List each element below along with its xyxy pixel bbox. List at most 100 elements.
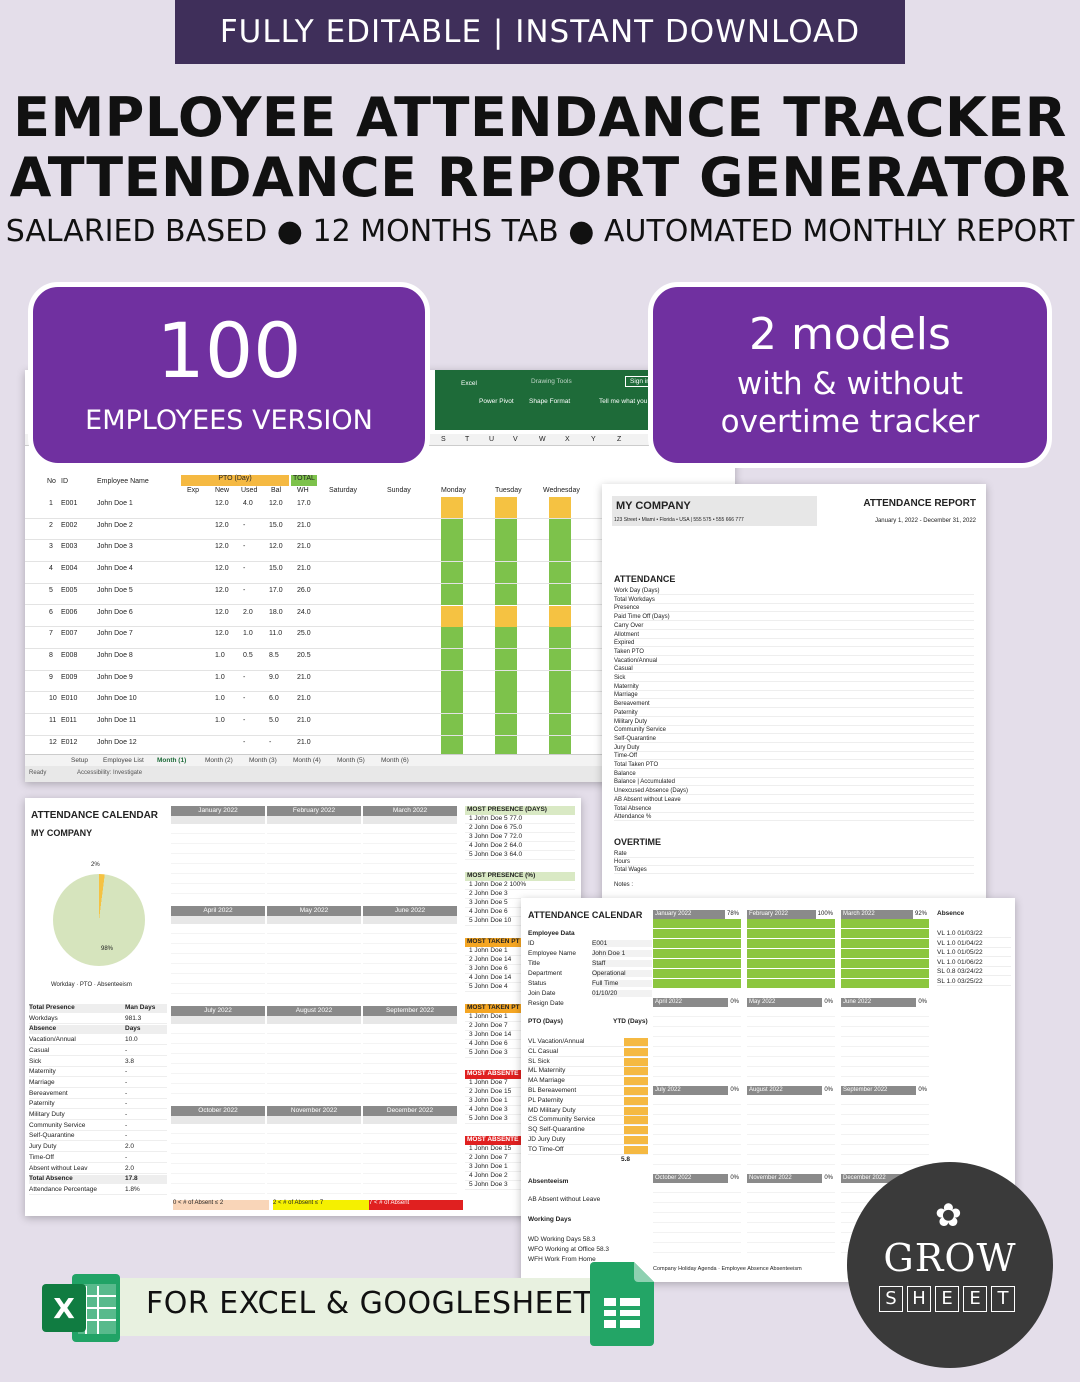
days-grid[interactable] <box>171 824 265 894</box>
table-row[interactable]: 8 E008 John Doe 8 1.0 0.5 8.5 20.5 <box>25 648 735 671</box>
cell-no[interactable]: 6 <box>49 608 53 616</box>
cell-new[interactable]: 12.0 <box>215 586 229 594</box>
status-accessibility[interactable]: Accessibility: Investigate <box>77 770 143 776</box>
cell-name[interactable]: John Doe 11 <box>97 717 137 724</box>
cell-bal[interactable]: 12.0 <box>269 500 283 507</box>
cell-used[interactable]: 2.0 <box>243 608 253 616</box>
cell-id[interactable]: E012 <box>61 738 78 746</box>
tab-month-3[interactable]: Month (3) <box>249 757 277 764</box>
field-value[interactable]: Full Time <box>592 980 652 987</box>
cell-new[interactable]: 12.0 <box>215 521 229 529</box>
day-cell[interactable] <box>495 518 517 540</box>
col-v[interactable]: V <box>513 436 518 443</box>
cell-name[interactable]: John Doe 12 <box>97 738 137 746</box>
col-z[interactable]: Z <box>617 436 622 443</box>
cell-no[interactable]: 2 <box>49 521 53 529</box>
day-cell[interactable] <box>549 497 571 518</box>
cell-new[interactable]: 12.0 <box>215 630 229 638</box>
days-grid[interactable] <box>653 919 741 989</box>
cell-name[interactable]: John Doe 8 <box>97 651 133 659</box>
cell-id[interactable]: E007 <box>61 630 78 638</box>
tab-month-6[interactable]: Month (6) <box>381 757 409 764</box>
cell-no[interactable]: 7 <box>49 630 53 638</box>
cell-bal[interactable]: 6.0 <box>269 695 279 703</box>
cell-new[interactable]: 12.0 <box>215 608 229 616</box>
cell-name[interactable]: John Doe 4 <box>97 565 133 573</box>
day-cell[interactable] <box>441 583 463 605</box>
day-cell[interactable] <box>549 583 571 605</box>
days-grid[interactable] <box>171 924 265 994</box>
field-value[interactable]: John Doe 1 <box>592 950 652 957</box>
cell-id[interactable]: E011 <box>61 717 77 724</box>
table-row[interactable]: 3 E003 John Doe 3 12.0 - 12.0 21.0 <box>25 540 735 563</box>
cell-new[interactable]: 1.0 <box>215 717 225 724</box>
cell-no[interactable]: 4 <box>49 565 53 573</box>
table-row[interactable]: 1 E001 John Doe 1 12.0 4.0 12.0 17.0 <box>25 497 735 519</box>
day-cell[interactable] <box>495 692 517 714</box>
cell-used[interactable]: 0.5 <box>243 651 253 659</box>
days-grid[interactable] <box>841 919 929 989</box>
cell-wh[interactable]: 21.0 <box>297 695 311 703</box>
tab-employee-list[interactable]: Employee List <box>103 757 144 764</box>
col-y[interactable]: Y <box>591 436 596 443</box>
days-grid[interactable] <box>267 1124 361 1194</box>
cell-name[interactable]: John Doe 10 <box>97 695 137 703</box>
tell-me-search[interactable]: Tell me what you want <box>599 398 663 405</box>
field-value[interactable]: Operational <box>592 970 652 977</box>
cell-used[interactable]: 1.0 <box>243 630 253 638</box>
cell-id[interactable]: E001 <box>61 500 78 507</box>
col-u[interactable]: U <box>489 436 495 443</box>
cell-used[interactable]: - <box>243 738 246 746</box>
day-cell[interactable] <box>549 562 571 584</box>
cell-id[interactable]: E005 <box>61 586 78 594</box>
day-cell[interactable] <box>441 497 463 518</box>
cell-no[interactable]: 10 <box>49 695 57 703</box>
day-cell[interactable] <box>495 562 517 584</box>
table-row[interactable]: 9 E009 John Doe 9 1.0 - 9.0 21.0 <box>25 670 735 693</box>
tab-month-2[interactable]: Month (2) <box>205 757 233 764</box>
cell-name[interactable]: John Doe 3 <box>97 543 133 551</box>
cell-new[interactable]: 12.0 <box>215 543 229 551</box>
table-row[interactable]: 2 E002 John Doe 2 12.0 - 15.0 21.0 <box>25 518 735 541</box>
cell-wh[interactable]: 21.0 <box>297 673 311 681</box>
days-grid[interactable] <box>747 1183 835 1253</box>
tab-month-4[interactable]: Month (4) <box>293 757 321 764</box>
table-row[interactable]: 10 E010 John Doe 10 1.0 - 6.0 21.0 <box>25 692 735 714</box>
col-w[interactable]: W <box>539 436 546 443</box>
col-s[interactable]: S <box>441 436 446 443</box>
cell-new[interactable]: 1.0 <box>215 673 225 681</box>
day-cell[interactable] <box>441 692 463 714</box>
cell-bal[interactable]: 11.0 <box>269 630 283 638</box>
cell-wh[interactable]: 21.0 <box>297 521 311 529</box>
cell-bal[interactable]: 15.0 <box>269 521 283 529</box>
days-grid[interactable] <box>841 1095 929 1165</box>
cell-new[interactable]: 12.0 <box>215 500 229 507</box>
cell-new[interactable]: 1.0 <box>215 651 225 659</box>
cell-no[interactable]: 11 <box>49 717 57 724</box>
day-cell[interactable] <box>495 714 517 735</box>
day-cell[interactable] <box>549 648 571 670</box>
cell-wh[interactable]: 21.0 <box>297 543 311 551</box>
table-row[interactable]: 4 E004 John Doe 4 12.0 - 15.0 21.0 <box>25 562 735 584</box>
cell-name[interactable]: John Doe 6 <box>97 608 133 616</box>
table-row[interactable]: 7 E007 John Doe 7 12.0 1.0 11.0 25.0 <box>25 627 735 649</box>
cell-used[interactable]: - <box>243 673 246 681</box>
day-cell[interactable] <box>441 562 463 584</box>
day-cell[interactable] <box>549 605 571 627</box>
days-grid[interactable] <box>171 1024 265 1094</box>
days-grid[interactable] <box>267 824 361 894</box>
cell-id[interactable]: E003 <box>61 543 78 551</box>
cell-bal[interactable]: 9.0 <box>269 673 279 681</box>
field-value[interactable]: E001 <box>592 940 652 947</box>
cell-id[interactable]: E006 <box>61 608 78 616</box>
day-cell[interactable] <box>495 540 517 562</box>
field-value[interactable]: 01/10/20 <box>592 990 652 997</box>
cell-bal[interactable]: - <box>269 738 272 746</box>
days-grid[interactable] <box>363 1124 457 1194</box>
cell-used[interactable]: - <box>243 543 246 551</box>
day-cell[interactable] <box>549 627 571 649</box>
cell-no[interactable]: 3 <box>49 543 53 551</box>
days-grid[interactable] <box>653 1007 741 1077</box>
days-grid[interactable] <box>747 1007 835 1077</box>
cell-no[interactable]: 1 <box>49 500 53 507</box>
